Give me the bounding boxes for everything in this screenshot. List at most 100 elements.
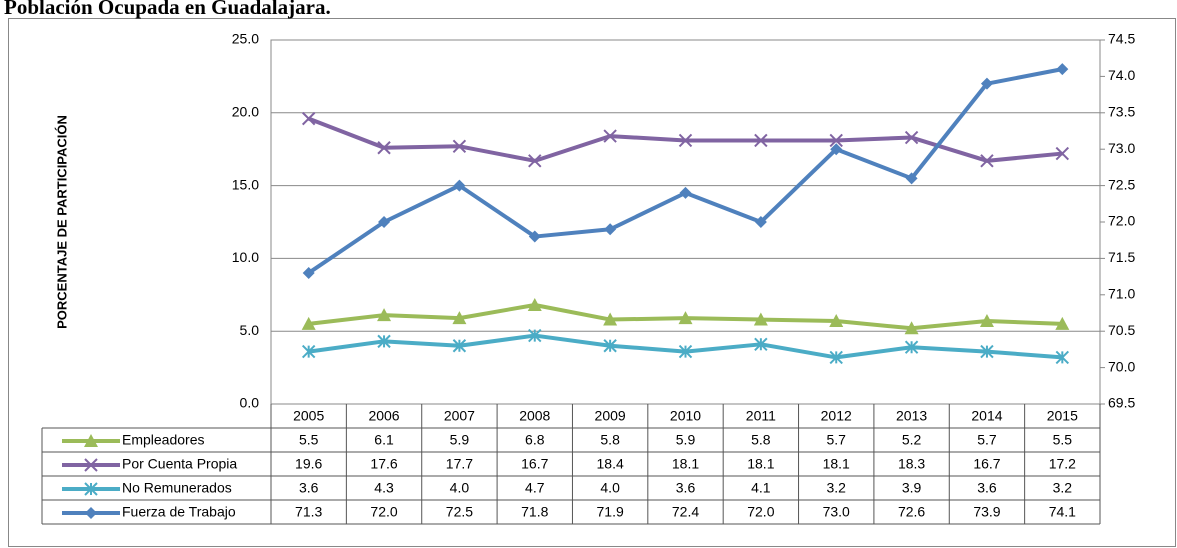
point [754,337,768,352]
table-value: 4.7 [525,480,545,496]
table-value: 18.3 [898,456,925,472]
table-value: 4.1 [751,480,771,496]
table-value: 18.1 [672,456,699,472]
legend-label: No Remunerados [122,480,232,496]
table-value: 3.6 [977,480,997,496]
x-tick-label: 2007 [444,408,475,424]
point [1055,316,1070,330]
x-tick-label: 2009 [595,408,626,424]
point [301,344,316,359]
y2-tick-label: 69.5 [1108,395,1135,411]
table-value: 5.2 [902,432,922,448]
y2-tick-label: 72.0 [1108,213,1135,229]
table-value: 4.0 [600,480,620,496]
table-value: 19.6 [295,456,322,472]
x-tick-label: 2015 [1047,408,1078,424]
table-value: 3.2 [826,480,846,496]
table-value: 16.7 [521,456,548,472]
point [753,312,768,326]
point [979,314,994,328]
point [904,130,919,145]
point [980,344,994,359]
table-value: 3.9 [902,480,922,496]
table-value: 71.3 [295,504,322,520]
point [754,216,767,228]
x-tick-label: 2005 [293,408,324,424]
y2-tick-label: 73.0 [1108,140,1135,156]
y-tick-label: 5.0 [240,322,260,338]
y2-tick-label: 70.0 [1108,358,1135,374]
point [302,266,315,279]
point [1055,146,1070,161]
y2-tick-label: 72.5 [1108,176,1135,192]
x-tick-label: 2012 [821,408,852,424]
table-value: 4.0 [450,480,470,496]
point [679,186,692,199]
point [377,141,391,155]
legend-label: Fuerza de Trabajo [122,504,236,520]
point [829,314,844,328]
y2-tick-label: 74.5 [1108,31,1135,47]
table-value: 5.7 [977,432,997,448]
point [452,339,467,353]
y2-tick-label: 71.0 [1108,286,1135,302]
point [1055,350,1070,365]
table-value: 17.7 [446,456,473,472]
series-line [307,67,1063,275]
point [604,223,617,236]
point [1056,63,1069,76]
point [678,344,693,359]
y2-tick-label: 73.5 [1108,104,1135,120]
point [301,111,316,126]
table-value: 5.5 [299,432,319,448]
point [980,154,994,168]
table-value: 3.6 [676,480,696,496]
table-value: 72.0 [370,504,397,520]
y-axis-label: PORCENTAJE DE PARTICIPACIÓN [54,115,69,329]
point [829,350,843,365]
point [527,297,542,311]
chart-title: Población Ocupada en Guadalajara. [4,0,331,19]
point [905,172,918,185]
point [678,133,693,148]
y-tick-label: 25.0 [232,31,259,47]
chart-frame [8,18,1176,547]
point [452,311,467,325]
point [377,334,391,349]
table-value: 72.4 [672,504,699,520]
table-value: 17.6 [370,456,397,472]
point [452,139,467,153]
point [301,316,316,330]
table-value: 18.1 [823,456,850,472]
table-value: 72.5 [446,504,473,520]
point [980,77,993,90]
point [528,154,542,168]
point [830,143,843,156]
point [603,129,617,143]
table-value: 3.6 [299,480,319,496]
point [84,458,98,472]
table-value: 18.4 [597,456,624,472]
point [84,434,98,447]
table-value: 73.9 [973,504,1000,520]
table-value: 71.8 [521,504,548,520]
table-value: 5.7 [826,432,846,448]
x-tick-label: 2008 [519,408,550,424]
point [603,339,617,353]
point [84,482,98,496]
point [85,507,97,519]
y2-tick-label: 74.0 [1108,67,1135,83]
table-value: 5.8 [751,432,771,448]
table-value: 5.5 [1053,432,1073,448]
table-value: 5.9 [450,432,470,448]
x-tick-label: 2010 [670,408,701,424]
legend-label: Por Cuenta Propia [122,456,237,472]
table-value: 74.1 [1049,504,1076,520]
point [829,133,843,148]
point [528,328,542,343]
table-value: 17.2 [1049,456,1076,472]
point [377,308,392,322]
table-value: 6.1 [374,432,394,448]
table-value: 3.2 [1053,480,1073,496]
